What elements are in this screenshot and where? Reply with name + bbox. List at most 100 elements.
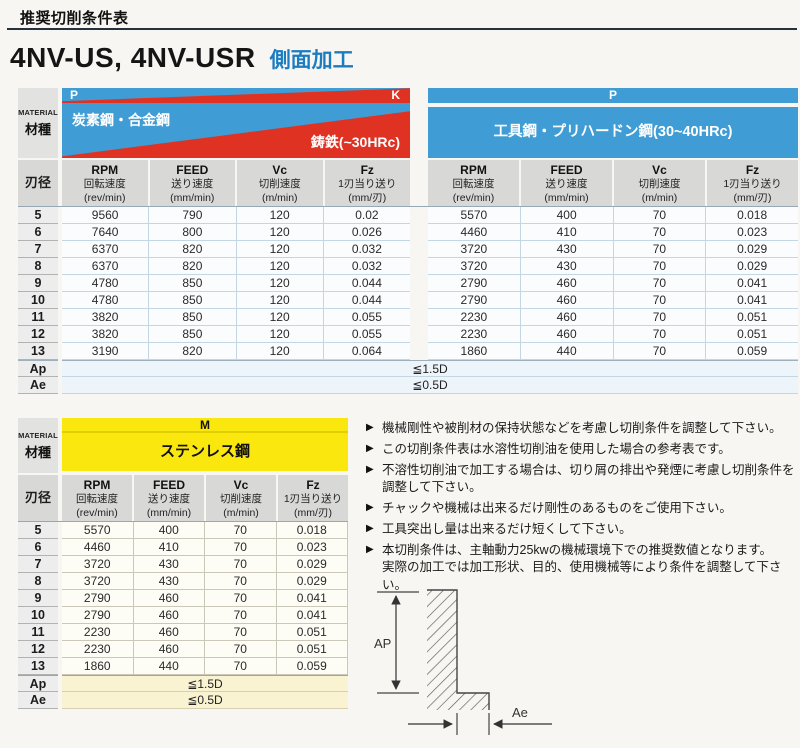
row-label-diameter: 5 (18, 522, 58, 539)
note-bullet-icon: ▶ (366, 502, 374, 513)
spacer (410, 343, 428, 360)
row-label-diameter: 6 (18, 539, 58, 556)
table-cell: 120 (236, 207, 324, 224)
table-cell: 5570 (62, 522, 134, 539)
row-values-right: 2790 460 70 0.041 (428, 275, 798, 292)
table-cell: 0.055 (323, 326, 410, 343)
table-cell: 850 (149, 292, 237, 309)
table-cell: 70 (205, 539, 277, 556)
table-cell: 70 (205, 658, 277, 675)
cutting-conditions-table-stainless: MATERIAL 材種 M ステンレス鋼 刃径 RPM 回転速度 (rev/min)… (18, 418, 348, 709)
iso-p-label: P (428, 88, 798, 103)
table-cell: 0.029 (706, 241, 798, 258)
table-cell: 820 (149, 258, 237, 275)
column-header-vc: Vc 切削速度 (m/min) (206, 475, 278, 521)
table-cell: 2790 (62, 607, 134, 624)
table-row: 12 3820 850 120 0.055 2230 460 70 0.051 (18, 326, 798, 343)
spacer (410, 275, 428, 292)
table-cell: 70 (205, 607, 277, 624)
table-cell: 70 (205, 641, 277, 658)
row-values-left: 4780 850 120 0.044 (62, 275, 410, 292)
spacer (410, 207, 428, 224)
spacer (410, 326, 428, 343)
table-cell: 2230 (62, 624, 134, 641)
table-cell: 0.051 (276, 624, 348, 641)
row-values-left: 6370 820 120 0.032 (62, 241, 410, 258)
table-cell: 3720 (428, 241, 521, 258)
row-label-diameter: 7 (18, 556, 58, 573)
note-text: 不溶性切削油で加工する場合は、切り屑の排出や発煙に考慮し切削条件を調整して下さい… (382, 462, 795, 495)
table-cell: 0.023 (706, 224, 798, 241)
table-cell: 70 (613, 258, 707, 275)
table-cell: 6370 (62, 241, 150, 258)
column-header-fz: Fz 1刃当り送り (mm/刃) (278, 475, 348, 521)
table-row: 6 7640 800 120 0.026 4460 410 70 0.023 (18, 224, 798, 241)
table-cell: 820 (149, 343, 237, 360)
material-band-tool-steel: P 工具鋼・プリハードン鋼(30~40HRc) (428, 88, 798, 158)
note-item: ▶ チャックや機械は出来るだけ剛性のあるものをご使用下さい。 (366, 500, 798, 518)
table-cell: 4460 (62, 539, 134, 556)
notes-list: ▶ 機械剛性や被削材の保持状態などを考慮し切削条件を調整して下さい。 ▶ この切削条件… (366, 420, 798, 598)
row-values-right: 2230 460 70 0.051 (428, 326, 798, 343)
column-header-row: 刃径 RPM 回転速度 (rev/min) FEED 送り速度 (mm/min) Vc 切削速… (18, 160, 798, 206)
row-values-right: 1860 440 70 0.059 (428, 343, 798, 360)
table-cell: 3190 (62, 343, 150, 360)
table-cell: 70 (613, 292, 707, 309)
ae-row: Ae ≦0.5D (18, 692, 348, 709)
table-row: 11 3820 850 120 0.055 2230 460 70 0.051 (18, 309, 798, 326)
table-row: 11 2230 460 70 0.051 (18, 624, 348, 641)
material-name-band: 炭素鋼・合金鋼 鋳鉄(~30HRc) (62, 103, 410, 158)
row-values: 2230 460 70 0.051 (62, 624, 348, 641)
table-cell: 4780 (62, 275, 150, 292)
table-cell: 0.018 (706, 207, 798, 224)
table-cell: 2790 (428, 275, 521, 292)
iso-k-label: K (391, 88, 400, 102)
table-row: 5 9560 790 120 0.02 5570 400 70 0.018 (18, 207, 798, 224)
note-text: 本切削条件は、主軸動力25kwの機械環境下での推奨数値となります。 実際の加工で… (382, 542, 782, 593)
row-label-diameter: 8 (18, 573, 58, 590)
row-values-left: 7640 800 120 0.026 (62, 224, 410, 241)
note-item: ▶ 機械剛性や被削材の保持状態などを考慮し切削条件を調整して下さい。 (366, 420, 798, 438)
table-cell: 7640 (62, 224, 150, 241)
table-row: 7 3720 430 70 0.029 (18, 556, 348, 573)
column-header-rpm: RPM 回転速度 (rev/min) (428, 160, 521, 206)
material-band-carbon-castiron: P K 炭素鋼・合金鋼 鋳鉄(~30HRc) (62, 88, 410, 158)
ap-row-label: Ap (18, 675, 58, 692)
row-label-diameter: 13 (18, 343, 58, 360)
column-header-group-left: RPM 回転速度 (rev/min) FEED 送り速度 (mm/min) Vc 切削速度 (m… (62, 160, 410, 206)
table-cell: 120 (236, 275, 324, 292)
table-row: 6 4460 410 70 0.023 (18, 539, 348, 556)
table-cell: 70 (205, 556, 277, 573)
table-cell: 820 (149, 241, 237, 258)
table-cell: 0.018 (276, 522, 348, 539)
red-wedge-shape (62, 88, 410, 103)
row-label-diameter: 7 (18, 241, 58, 258)
table-cell: 0.059 (706, 343, 798, 360)
ap-row-label: Ap (18, 360, 58, 377)
table-cell: 460 (133, 607, 205, 624)
note-text: 機械剛性や被削材の保持状態などを考慮し切削条件を調整して下さい。 (382, 421, 782, 435)
table-cell: 70 (205, 573, 277, 590)
table-cell: 410 (133, 539, 205, 556)
table-cell: 400 (133, 522, 205, 539)
table-cell: 0.044 (323, 275, 410, 292)
iso-band-pk: P K (62, 88, 410, 103)
table-cell: 460 (520, 326, 614, 343)
table-cell: 0.029 (706, 258, 798, 275)
table-cell: 0.023 (276, 539, 348, 556)
column-header-feed: FEED 送り速度 (mm/min) (521, 160, 614, 206)
spacer (410, 292, 428, 309)
table-cell: 0.055 (323, 309, 410, 326)
table-cell: 70 (613, 326, 707, 343)
row-values: 2230 460 70 0.051 (62, 641, 348, 658)
table-cell: 3820 (62, 326, 150, 343)
table-row: 5 5570 400 70 0.018 (18, 522, 348, 539)
spacer (410, 88, 428, 158)
machining-type-label: 側面加工 (269, 49, 354, 72)
row-values: 3720 430 70 0.029 (62, 573, 348, 590)
column-header-rpm: RPM 回転速度 (rev/min) (62, 475, 134, 521)
column-header-fz: Fz 1刃当り送り (mm/刃) (707, 160, 798, 206)
table-cell: 1860 (62, 658, 134, 675)
ae-dimension-label: Ae (512, 705, 528, 720)
table-cell: 70 (613, 241, 707, 258)
